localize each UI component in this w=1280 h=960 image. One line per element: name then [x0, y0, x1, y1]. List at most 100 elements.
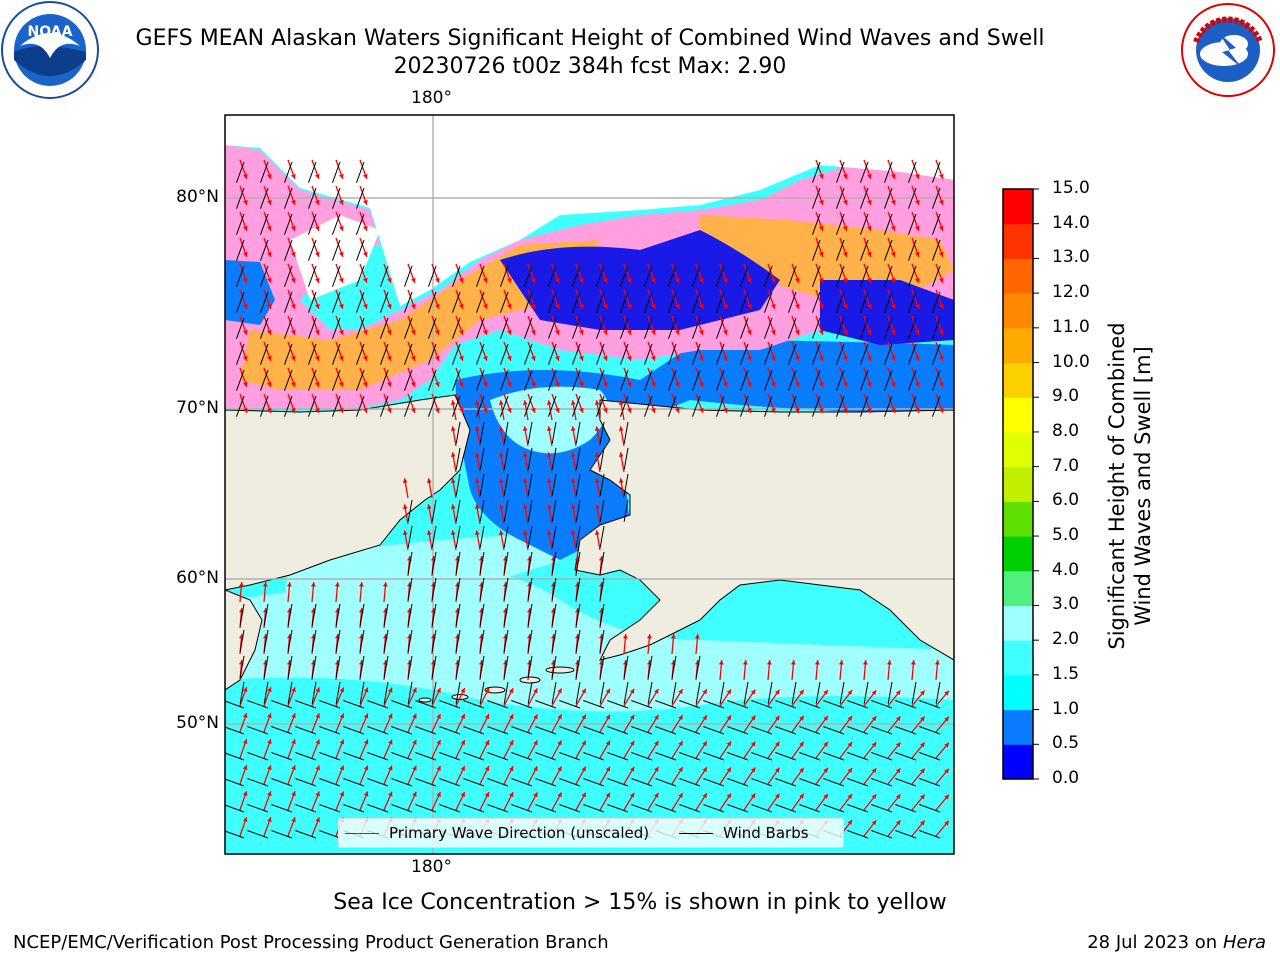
wave-arrow-head [555, 329, 560, 335]
wave-arrow-head [920, 690, 925, 696]
wind-barb [548, 291, 557, 313]
sea-ice-blue [500, 230, 780, 330]
wind-barb [908, 291, 917, 313]
wave-arrow-head [426, 530, 432, 536]
wind-barb [359, 681, 365, 704]
wave-arrow-head [699, 303, 704, 309]
wind-barb [455, 447, 461, 470]
wind-barb [812, 187, 821, 209]
wind-barb [671, 681, 677, 704]
wave-arrow-head [315, 329, 320, 335]
wave-arrow-head [243, 251, 248, 257]
colorbar-segment [1003, 501, 1033, 537]
wind-barb [247, 778, 269, 787]
wind-barb [775, 726, 797, 735]
wind-barb [908, 343, 917, 365]
wind-barb [860, 317, 869, 339]
wave-arrow-head [871, 742, 877, 748]
wind-barb [644, 265, 653, 287]
wave-arrow-head [363, 225, 368, 231]
wind-barb [895, 830, 917, 839]
wave-arrow-head [267, 713, 272, 719]
wind-barb [836, 317, 845, 339]
wind-barb [572, 343, 581, 365]
wave-arrow-head [699, 277, 704, 283]
wave-arrow-head [484, 740, 490, 746]
wave-arrow-head [291, 381, 296, 387]
wind-barb [799, 778, 821, 787]
wind-barb [551, 499, 557, 522]
wind-barb [271, 830, 293, 839]
wave-arrow-head [339, 225, 344, 231]
wave-arrow-head [334, 582, 340, 587]
wave-arrow-head [315, 381, 320, 387]
footer-date: 28 Jul 2023 on Hera [1087, 932, 1266, 953]
wind-barb [295, 726, 317, 735]
wave-arrow-head [819, 225, 824, 231]
wave-arrow-head [629, 714, 635, 720]
wind-barb [295, 804, 317, 813]
wave-arrow-head [747, 303, 752, 309]
wind-barb [455, 629, 461, 652]
wave-arrow-head [775, 689, 780, 695]
footer-credit: NCEP/EMC/Verification Post Processing Pr… [13, 932, 609, 953]
wind-barb [236, 317, 245, 339]
wave-arrow-head [507, 355, 512, 361]
wind-barb [260, 317, 269, 339]
wind-barb [655, 752, 677, 761]
wave-arrow-head [702, 715, 707, 721]
wind-barb [551, 473, 557, 496]
wind-barb [311, 681, 317, 704]
wave-arrow-head [819, 407, 824, 413]
wind-barb [871, 700, 893, 709]
wind-barb [599, 603, 605, 626]
wind-barb [415, 726, 437, 735]
wave-arrow-head [412, 791, 417, 797]
wind-barb [284, 317, 293, 339]
wind-barb [751, 804, 773, 813]
wave-arrow-head [579, 355, 584, 361]
wind-barb [535, 700, 557, 709]
wave-arrow-head [723, 303, 728, 309]
wind-barb [356, 343, 365, 365]
wind-barb [572, 317, 581, 339]
wind-barb [452, 317, 461, 339]
wave-arrow-head [291, 199, 296, 205]
wind-barb [551, 655, 557, 678]
wind-barb [668, 369, 677, 391]
wave-arrow-head [627, 381, 632, 387]
wind-barb [503, 681, 509, 704]
wave-arrow-head [795, 407, 800, 413]
wind-barb [247, 726, 269, 735]
wind-barb [511, 752, 533, 761]
wave-arrow-head [819, 173, 824, 179]
wind-barb [631, 804, 653, 813]
wave-arrow-head [723, 381, 728, 387]
wind-barb [575, 447, 581, 470]
wave-arrow-head [603, 407, 608, 413]
wave-arrow-head [242, 791, 248, 797]
wave-arrow-head [242, 687, 248, 693]
wind-barb [668, 395, 677, 417]
wind-barb [583, 778, 605, 787]
wind-barb [500, 291, 509, 313]
wind-barb [239, 629, 245, 652]
wave-arrow-head [939, 381, 944, 387]
colorbar-segment [1003, 536, 1033, 572]
wave-arrow-head [675, 303, 680, 309]
wave-arrow-head [603, 329, 608, 335]
wind-barb [535, 726, 557, 735]
wind-barb [225, 726, 245, 735]
wave-arrow-head [243, 225, 248, 231]
wave-arrow-head [814, 660, 820, 665]
wave-arrow-head [819, 355, 824, 361]
wave-arrow-head [267, 355, 272, 361]
wave-arrow-head [891, 355, 896, 361]
wave-arrow-head [823, 741, 828, 747]
wave-arrow-head [843, 277, 848, 283]
wind-barb [404, 291, 413, 313]
wave-arrow-head [910, 660, 916, 665]
wind-barb [716, 265, 725, 287]
wind-barb [247, 700, 269, 709]
wind-barb [356, 161, 365, 183]
